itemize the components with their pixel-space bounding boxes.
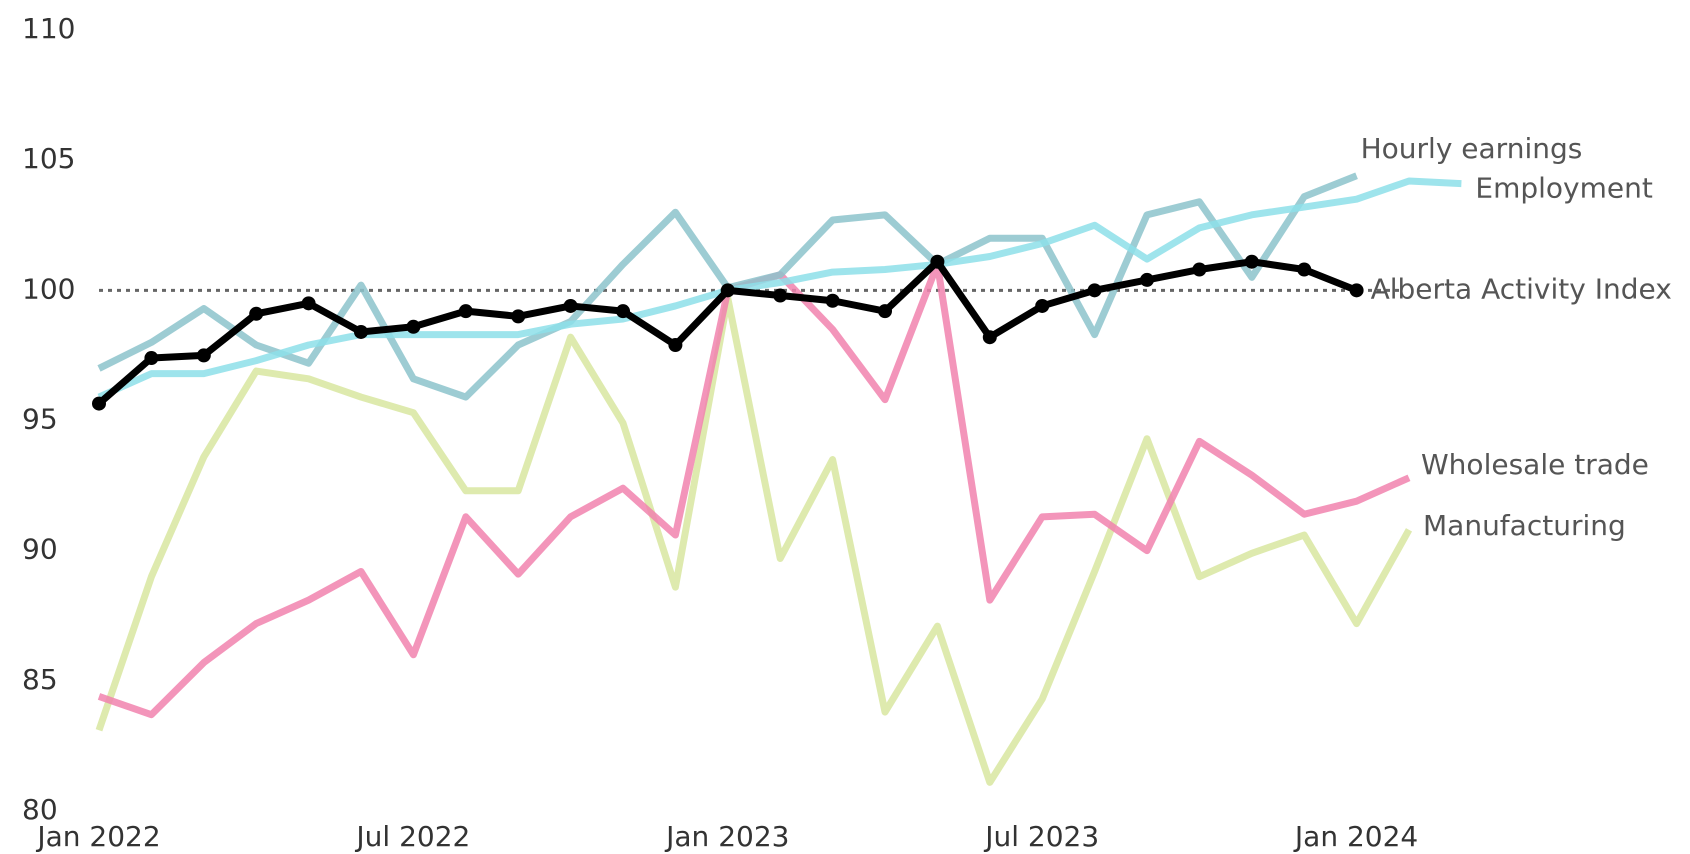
marker [773,288,788,303]
marker [1297,262,1312,277]
x-tick-label: Jan 2023 [664,820,789,853]
series-label: Manufacturing [1423,509,1626,542]
series-label: Employment [1475,172,1652,205]
marker [930,254,945,269]
y-tick-label: 85 [22,663,58,696]
marker [406,319,421,334]
marker [1244,254,1259,269]
y-tick-label: 100 [22,272,75,305]
y-tick-label: 90 [22,533,58,566]
series-label: Hourly earnings [1361,132,1583,165]
y-tick-label: 110 [22,12,75,45]
marker [1035,298,1050,313]
marker [982,330,997,345]
series-label: Alberta Activity Index [1371,272,1672,305]
marker [878,304,892,319]
marker [249,306,264,321]
y-tick-label: 80 [22,793,58,826]
marker [563,298,578,313]
marker [616,304,630,319]
marker [144,351,159,366]
marker [1087,283,1102,298]
x-tick-label: Jan 2024 [1293,820,1418,853]
marker [720,283,735,298]
series-line [97,260,1411,719]
series-line [97,177,1462,401]
series-label: Wholesale trade [1421,448,1649,481]
marker [1349,283,1364,298]
x-tick-label: Jul 2023 [983,820,1099,853]
marker [1192,262,1207,277]
marker [196,348,211,363]
y-tick-label: 105 [22,142,75,175]
marker [354,324,368,339]
series-line [95,294,1413,786]
marker [511,309,526,324]
marker [825,293,840,308]
x-tick-label: Jul 2022 [354,820,470,853]
marker [301,296,316,311]
marker [668,338,683,353]
y-tick-label: 95 [22,403,58,436]
marker [92,396,106,411]
marker [1140,272,1154,287]
x-tick-label: Jan 2022 [35,820,160,853]
marker [458,304,473,319]
